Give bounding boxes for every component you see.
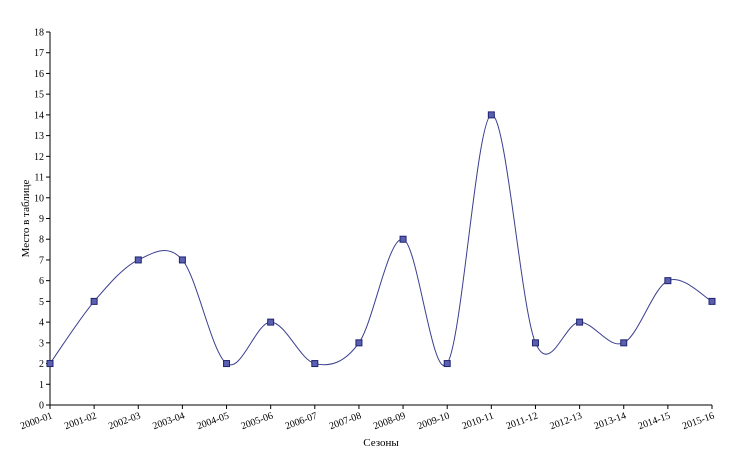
x-tick-label: 2013-14 bbox=[593, 410, 628, 432]
x-tick-label: 2011-12 bbox=[505, 410, 540, 432]
y-tick-label: 17 bbox=[34, 48, 44, 59]
x-tick-label: 2012-13 bbox=[549, 410, 584, 432]
y-tick-label: 7 bbox=[39, 255, 44, 266]
x-tick-label: 2015-16 bbox=[681, 410, 716, 432]
x-tick-label: 2010-11 bbox=[461, 410, 496, 432]
data-point-marker bbox=[531, 339, 539, 347]
x-tick-label: 2001-02 bbox=[63, 410, 98, 432]
data-point-marker bbox=[620, 339, 628, 347]
y-tick-label: 15 bbox=[34, 90, 44, 101]
y-tick-label: 9 bbox=[39, 214, 44, 225]
x-axis-title: Сезоны bbox=[363, 437, 399, 449]
y-tick-label: 6 bbox=[39, 276, 44, 287]
data-point-marker bbox=[355, 339, 363, 347]
x-axis: 2000-01 2001-02 2002-03 2003-04 2004-05 2005-… bbox=[19, 404, 716, 432]
y-tick-label: 0 bbox=[39, 401, 44, 412]
x-tick-label: 2005-06 bbox=[240, 410, 275, 432]
data-point-marker bbox=[178, 256, 186, 264]
data-point-marker bbox=[399, 235, 407, 243]
data-point-marker bbox=[90, 297, 98, 305]
y-tick-label: 16 bbox=[34, 69, 44, 80]
y-tick-label: 10 bbox=[34, 193, 44, 204]
x-tick-label: 2008-09 bbox=[372, 410, 407, 432]
data-point-marker bbox=[443, 360, 451, 368]
data-point-marker bbox=[576, 318, 584, 326]
series-layer bbox=[46, 111, 716, 368]
x-tick-label: 2009-10 bbox=[416, 410, 451, 432]
x-tick-label: 2002-03 bbox=[107, 410, 142, 432]
y-tick-label: 4 bbox=[39, 318, 44, 329]
y-axis-title: Место в таблице bbox=[20, 179, 32, 257]
x-tick-label: 2003-04 bbox=[151, 410, 186, 432]
y-tick-label: 5 bbox=[39, 297, 44, 308]
series-line bbox=[49, 114, 713, 367]
data-point-marker bbox=[223, 360, 231, 368]
x-tick-label: 2000-01 bbox=[19, 410, 54, 432]
data-point-marker bbox=[46, 360, 54, 368]
y-tick-label: 14 bbox=[34, 110, 44, 121]
data-point-marker bbox=[267, 318, 275, 326]
y-tick-label: 2 bbox=[39, 359, 44, 370]
x-tick-label: 2004-05 bbox=[195, 410, 230, 432]
data-point-marker bbox=[487, 111, 495, 119]
data-point-marker bbox=[664, 277, 672, 285]
x-tick-label: 2007-08 bbox=[328, 410, 363, 432]
x-tick-label: 2014-15 bbox=[637, 410, 672, 432]
data-point-marker bbox=[311, 360, 319, 368]
x-tick-label: 2006-07 bbox=[284, 410, 319, 432]
y-tick-label: 18 bbox=[34, 28, 44, 39]
y-tick-label: 8 bbox=[39, 235, 44, 246]
y-tick-label: 12 bbox=[34, 152, 44, 163]
y-tick-label: 3 bbox=[39, 338, 44, 349]
y-tick-label: 1 bbox=[39, 380, 44, 391]
y-tick-label: 13 bbox=[34, 131, 44, 142]
data-point-marker bbox=[708, 297, 716, 305]
data-point-marker bbox=[134, 256, 142, 264]
y-tick-label: 11 bbox=[34, 173, 44, 184]
